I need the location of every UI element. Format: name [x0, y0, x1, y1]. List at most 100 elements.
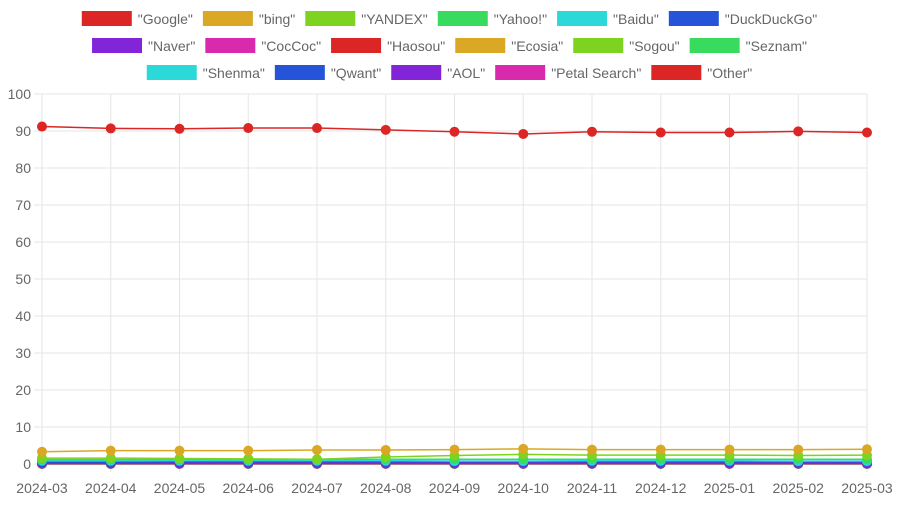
x-tick-label: 2024-03: [16, 480, 68, 496]
y-tick-label: 30: [15, 345, 31, 361]
data-point[interactable]: [588, 127, 597, 136]
data-point[interactable]: [656, 445, 665, 454]
legend-swatch: [557, 11, 607, 26]
legend-item[interactable]: "Ecosia": [455, 38, 563, 54]
legend-swatch: [651, 65, 701, 80]
legend-item[interactable]: "Petal Search": [495, 65, 641, 81]
x-tick-label: 2025-01: [704, 480, 756, 496]
legend-label: "Petal Search": [551, 65, 641, 81]
legend-item[interactable]: "Naver": [92, 38, 195, 54]
legend-item[interactable]: "Shenma": [147, 65, 265, 81]
legend-label: "Qwant": [331, 65, 381, 81]
data-point[interactable]: [794, 127, 803, 136]
data-point[interactable]: [381, 445, 390, 454]
data-point[interactable]: [175, 124, 184, 133]
legend-item[interactable]: "Yahoo!": [438, 11, 547, 27]
x-tick-label: 2024-12: [635, 480, 687, 496]
data-point[interactable]: [725, 445, 734, 454]
legend-item[interactable]: "Other": [651, 65, 752, 81]
y-tick-label: 10: [15, 419, 31, 435]
legend-item[interactable]: "AOL": [391, 65, 485, 81]
legend-label: "Naver": [148, 38, 195, 54]
legend-swatch: [669, 11, 719, 26]
legend-swatch: [82, 11, 132, 26]
legend-swatch: [203, 11, 253, 26]
legend-swatch: [331, 38, 381, 53]
data-point[interactable]: [381, 125, 390, 134]
legend-item[interactable]: "Haosou": [331, 38, 445, 54]
legend-item[interactable]: "DuckDuckGo": [669, 11, 817, 27]
data-point[interactable]: [794, 445, 803, 454]
data-point[interactable]: [588, 445, 597, 454]
legend-item[interactable]: "CocCoc": [205, 38, 321, 54]
data-point[interactable]: [313, 124, 322, 133]
legend-swatch: [205, 38, 255, 53]
grid: [34, 94, 867, 472]
data-point[interactable]: [106, 124, 115, 133]
data-point[interactable]: [106, 446, 115, 455]
y-tick-label: 100: [8, 86, 32, 102]
legend-swatch: [495, 65, 545, 80]
x-tick-label: 2024-07: [291, 480, 343, 496]
legend-item[interactable]: "Seznam": [690, 38, 807, 54]
data-point[interactable]: [38, 122, 47, 131]
legend-item[interactable]: "Sogou": [573, 38, 679, 54]
legend-swatch: [690, 38, 740, 53]
legend-label: "Baidu": [613, 11, 659, 27]
legend-label: "Shenma": [203, 65, 265, 81]
data-point[interactable]: [244, 124, 253, 133]
x-tick-label: 2024-08: [360, 480, 412, 496]
legend-label: "DuckDuckGo": [725, 11, 817, 27]
x-tick-label: 2024-11: [567, 480, 618, 496]
data-point[interactable]: [519, 444, 528, 453]
y-tick-label: 70: [15, 197, 31, 213]
data-point[interactable]: [450, 127, 459, 136]
legend-label: "CocCoc": [261, 38, 321, 54]
y-tick-label: 20: [15, 382, 31, 398]
legend: "Google" "bing" "YANDEX" "Yahoo!" "Baidu" "Du…: [82, 11, 817, 81]
x-tick-label: 2024-10: [498, 480, 550, 496]
legend-swatch: [455, 38, 505, 53]
x-tick-label: 2024-09: [429, 480, 481, 496]
legend-swatch: [275, 65, 325, 80]
x-tick-label: 2025-02: [773, 480, 825, 496]
data-point[interactable]: [38, 447, 47, 456]
y-tick-label: 90: [15, 123, 31, 139]
legend-item[interactable]: "YANDEX": [305, 11, 428, 27]
data-point[interactable]: [313, 445, 322, 454]
y-tick-label: 40: [15, 308, 31, 324]
legend-label: "Ecosia": [511, 38, 563, 54]
y-tick-label: 0: [23, 456, 31, 472]
legend-item[interactable]: "Baidu": [557, 11, 659, 27]
x-tick-label: 2024-05: [154, 480, 206, 496]
legend-label: "Yahoo!": [494, 11, 547, 27]
legend-item[interactable]: "Qwant": [275, 65, 381, 81]
legend-label: "Other": [707, 65, 752, 81]
legend-swatch: [438, 11, 488, 26]
y-tick-label: 50: [15, 271, 31, 287]
legend-item[interactable]: "bing": [203, 11, 295, 27]
legend-label: "Google": [138, 11, 193, 27]
x-tick-label: 2024-06: [223, 480, 275, 496]
legend-swatch: [305, 11, 355, 26]
legend-label: "bing": [259, 11, 295, 27]
legend-label: "YANDEX": [361, 11, 428, 27]
data-point[interactable]: [313, 455, 322, 464]
data-point[interactable]: [863, 445, 872, 454]
data-point[interactable]: [244, 446, 253, 455]
legend-label: "Haosou": [387, 38, 445, 54]
legend-item[interactable]: "Google": [82, 11, 193, 27]
legend-label: "AOL": [447, 65, 485, 81]
legend-swatch: [147, 65, 197, 80]
data-point[interactable]: [863, 128, 872, 137]
data-point[interactable]: [519, 129, 528, 138]
data-point[interactable]: [725, 128, 734, 137]
data-point[interactable]: [450, 445, 459, 454]
data-point[interactable]: [656, 128, 665, 137]
data-point[interactable]: [175, 446, 184, 455]
legend-swatch: [391, 65, 441, 80]
legend-swatch: [92, 38, 142, 53]
